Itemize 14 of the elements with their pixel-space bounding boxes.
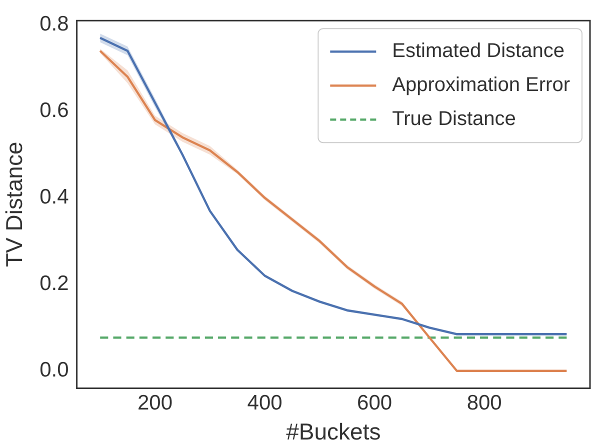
y-axis-title: TV Distance <box>1 142 28 268</box>
y-tick-label: 0.8 <box>40 12 69 36</box>
x-tick-label: 200 <box>137 392 173 415</box>
y-tick-label: 0.4 <box>40 186 70 209</box>
y-tick-label: 0.0 <box>40 358 69 382</box>
x-tick-label: 800 <box>466 392 502 415</box>
x-axis-title: #Buckets <box>286 418 381 445</box>
x-tick-label: 400 <box>247 392 282 415</box>
legend-label: Approximation Error <box>392 74 570 96</box>
y-tick-label: 0.6 <box>40 99 69 122</box>
legend-label: True Distance <box>392 108 516 130</box>
y-tick-label: 0.2 <box>40 272 69 296</box>
x-tick-label: 600 <box>357 392 392 415</box>
legend-label: Estimated Distance <box>392 40 564 62</box>
